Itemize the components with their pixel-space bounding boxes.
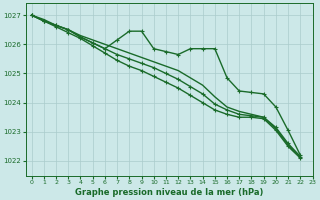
X-axis label: Graphe pression niveau de la mer (hPa): Graphe pression niveau de la mer (hPa) xyxy=(75,188,263,197)
